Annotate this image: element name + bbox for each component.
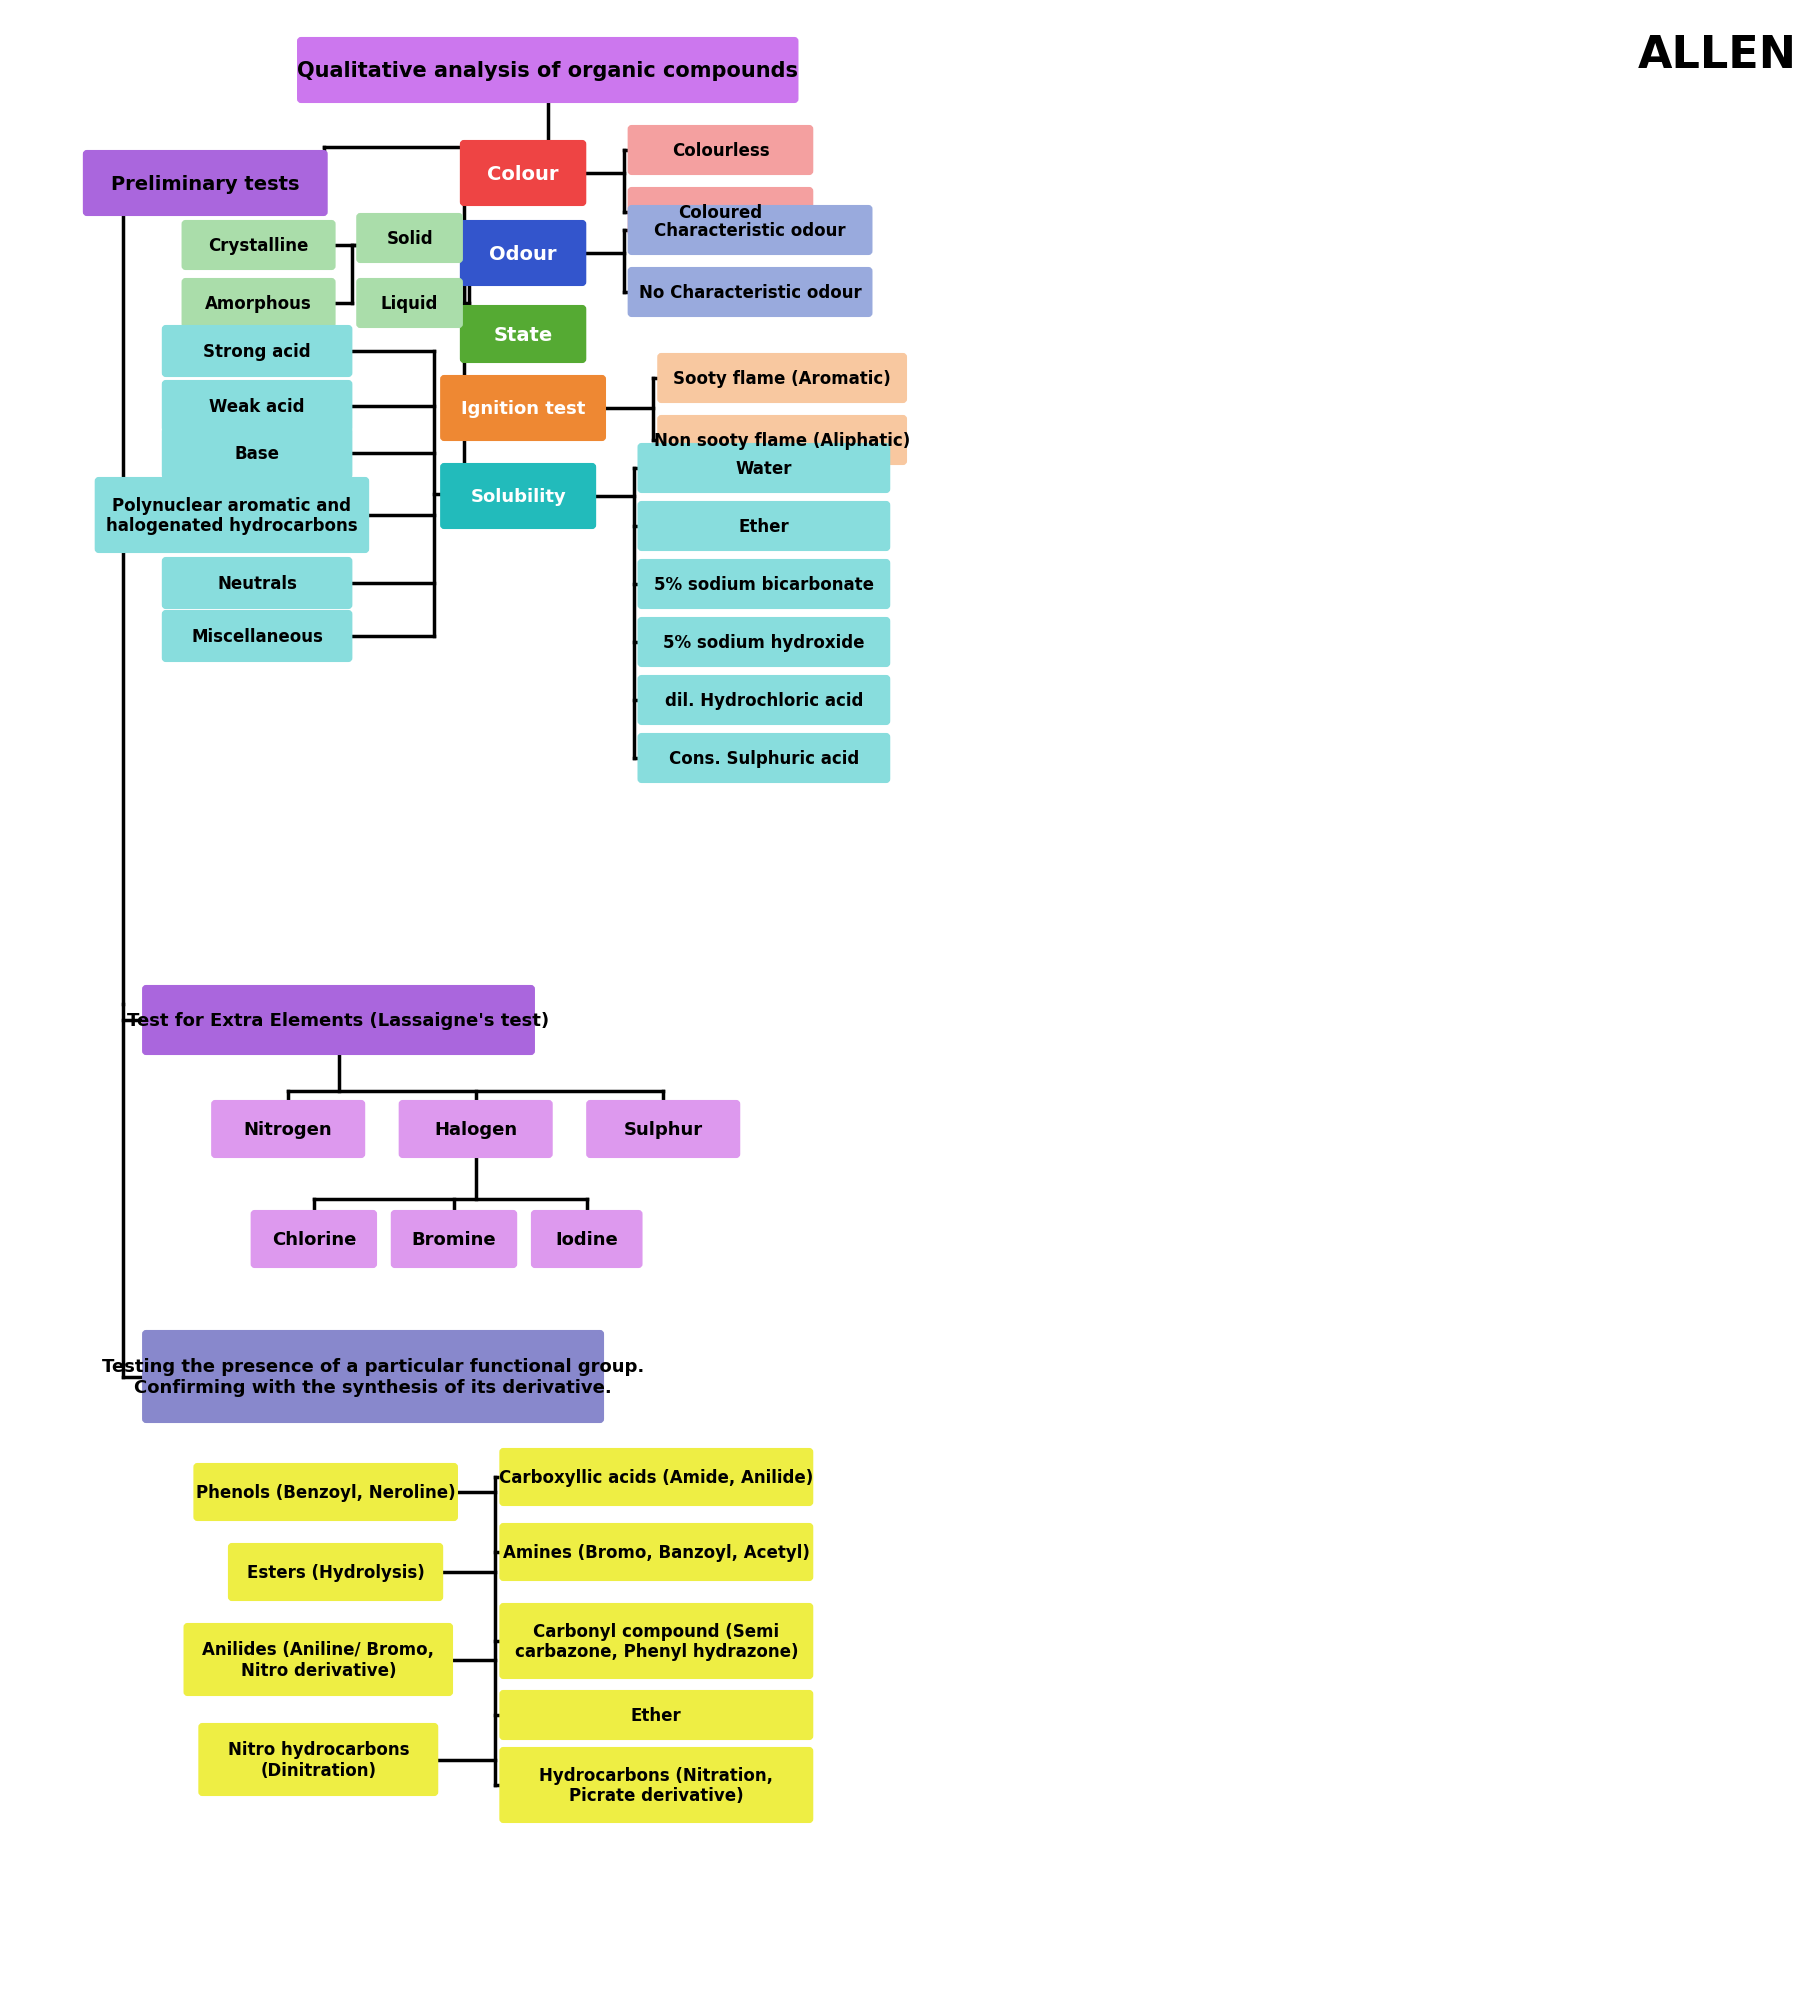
FancyBboxPatch shape <box>638 561 890 609</box>
FancyBboxPatch shape <box>163 559 352 609</box>
Text: Nitro hydrocarbons
(Dinitration): Nitro hydrocarbons (Dinitration) <box>228 1740 410 1778</box>
Text: Carbonyl compound (Semi
carbazone, Phenyl hydrazone): Carbonyl compound (Semi carbazone, Pheny… <box>515 1622 797 1660</box>
FancyBboxPatch shape <box>500 1524 812 1580</box>
Text: Strong acid: Strong acid <box>203 344 312 362</box>
Text: 5% sodium hydroxide: 5% sodium hydroxide <box>663 633 864 651</box>
FancyBboxPatch shape <box>357 280 462 328</box>
Text: Cons. Sulphuric acid: Cons. Sulphuric acid <box>669 749 859 767</box>
Text: Non sooty flame (Aliphatic): Non sooty flame (Aliphatic) <box>654 432 910 450</box>
FancyBboxPatch shape <box>185 1624 451 1694</box>
Text: Miscellaneous: Miscellaneous <box>190 627 323 645</box>
Text: Amorphous: Amorphous <box>205 296 312 314</box>
FancyBboxPatch shape <box>357 216 462 264</box>
Text: Liquid: Liquid <box>381 296 439 314</box>
FancyBboxPatch shape <box>194 1465 457 1520</box>
FancyBboxPatch shape <box>629 208 872 256</box>
Text: Odour: Odour <box>489 244 556 264</box>
Text: Halogen: Halogen <box>435 1121 516 1139</box>
FancyBboxPatch shape <box>199 1724 437 1794</box>
FancyBboxPatch shape <box>440 378 605 442</box>
FancyBboxPatch shape <box>638 677 890 725</box>
Text: Iodine: Iodine <box>554 1231 618 1249</box>
FancyBboxPatch shape <box>638 503 890 551</box>
FancyBboxPatch shape <box>460 308 585 364</box>
FancyBboxPatch shape <box>400 1101 551 1157</box>
Text: Anilides (Aniline/ Bromo,
Nitro derivative): Anilides (Aniline/ Bromo, Nitro derivati… <box>203 1640 435 1678</box>
Text: Base: Base <box>234 446 279 464</box>
Text: Test for Extra Elements (Lassaigne's test): Test for Extra Elements (Lassaigne's tes… <box>127 1011 549 1029</box>
FancyBboxPatch shape <box>96 480 368 553</box>
Text: No Characteristic odour: No Characteristic odour <box>638 284 861 302</box>
FancyBboxPatch shape <box>638 735 890 783</box>
FancyBboxPatch shape <box>500 1604 812 1678</box>
Text: State: State <box>493 326 553 344</box>
FancyBboxPatch shape <box>252 1211 377 1267</box>
FancyBboxPatch shape <box>163 430 352 480</box>
Text: Coloured: Coloured <box>678 204 763 222</box>
FancyBboxPatch shape <box>587 1101 739 1157</box>
Text: Weak acid: Weak acid <box>210 398 304 416</box>
FancyBboxPatch shape <box>629 128 812 176</box>
Text: Colourless: Colourless <box>672 142 770 160</box>
Text: Sooty flame (Aromatic): Sooty flame (Aromatic) <box>674 370 892 388</box>
Text: Crystalline: Crystalline <box>208 238 308 256</box>
FancyBboxPatch shape <box>83 152 326 216</box>
FancyBboxPatch shape <box>500 1449 812 1504</box>
Text: Esters (Hydrolysis): Esters (Hydrolysis) <box>246 1562 424 1580</box>
Text: ALLEN: ALLEN <box>1638 34 1798 76</box>
FancyBboxPatch shape <box>629 190 812 238</box>
FancyBboxPatch shape <box>500 1690 812 1738</box>
FancyBboxPatch shape <box>638 446 890 494</box>
Text: Carboxyllic acids (Amide, Anilide): Carboxyllic acids (Amide, Anilide) <box>498 1469 814 1487</box>
Text: Preliminary tests: Preliminary tests <box>111 174 299 194</box>
FancyBboxPatch shape <box>460 222 585 286</box>
Text: Water: Water <box>736 460 792 478</box>
Text: Chlorine: Chlorine <box>272 1231 355 1249</box>
FancyBboxPatch shape <box>391 1211 516 1267</box>
Text: Qualitative analysis of organic compounds: Qualitative analysis of organic compound… <box>297 62 799 82</box>
FancyBboxPatch shape <box>143 987 535 1055</box>
Text: Sulphur: Sulphur <box>623 1121 703 1139</box>
Text: dil. Hydrochloric acid: dil. Hydrochloric acid <box>665 691 863 709</box>
FancyBboxPatch shape <box>163 382 352 432</box>
FancyBboxPatch shape <box>500 1748 812 1822</box>
Text: Colour: Colour <box>487 164 558 184</box>
Text: Amines (Bromo, Banzoyl, Acetyl): Amines (Bromo, Banzoyl, Acetyl) <box>504 1542 810 1560</box>
Text: Testing the presence of a particular functional group.
Confirming with the synth: Testing the presence of a particular fun… <box>101 1357 645 1397</box>
FancyBboxPatch shape <box>212 1101 364 1157</box>
FancyBboxPatch shape <box>163 611 352 661</box>
FancyBboxPatch shape <box>297 40 797 104</box>
Text: 5% sodium bicarbonate: 5% sodium bicarbonate <box>654 575 873 593</box>
FancyBboxPatch shape <box>228 1544 442 1600</box>
Text: Phenols (Benzoyl, Neroline): Phenols (Benzoyl, Neroline) <box>196 1483 455 1500</box>
Text: Ignition test: Ignition test <box>460 400 585 418</box>
FancyBboxPatch shape <box>460 142 585 206</box>
Text: Characteristic odour: Characteristic odour <box>654 222 846 240</box>
FancyBboxPatch shape <box>629 270 872 318</box>
Text: Bromine: Bromine <box>411 1231 496 1249</box>
FancyBboxPatch shape <box>533 1211 641 1267</box>
FancyBboxPatch shape <box>183 280 335 328</box>
FancyBboxPatch shape <box>658 418 906 466</box>
Text: Polynuclear aromatic and
halogenated hydrocarbons: Polynuclear aromatic and halogenated hyd… <box>107 496 357 535</box>
FancyBboxPatch shape <box>183 222 335 270</box>
FancyBboxPatch shape <box>658 356 906 404</box>
Text: Neutrals: Neutrals <box>217 575 297 593</box>
FancyBboxPatch shape <box>163 328 352 378</box>
Text: Nitrogen: Nitrogen <box>245 1121 332 1139</box>
FancyBboxPatch shape <box>638 619 890 667</box>
Text: Solid: Solid <box>386 230 433 248</box>
Text: Ether: Ether <box>631 1706 681 1724</box>
Text: Solubility: Solubility <box>471 488 565 505</box>
FancyBboxPatch shape <box>440 466 594 529</box>
Text: Ether: Ether <box>739 517 790 535</box>
FancyBboxPatch shape <box>143 1331 603 1423</box>
Text: Hydrocarbons (Nitration,
Picrate derivative): Hydrocarbons (Nitration, Picrate derivat… <box>540 1766 774 1804</box>
